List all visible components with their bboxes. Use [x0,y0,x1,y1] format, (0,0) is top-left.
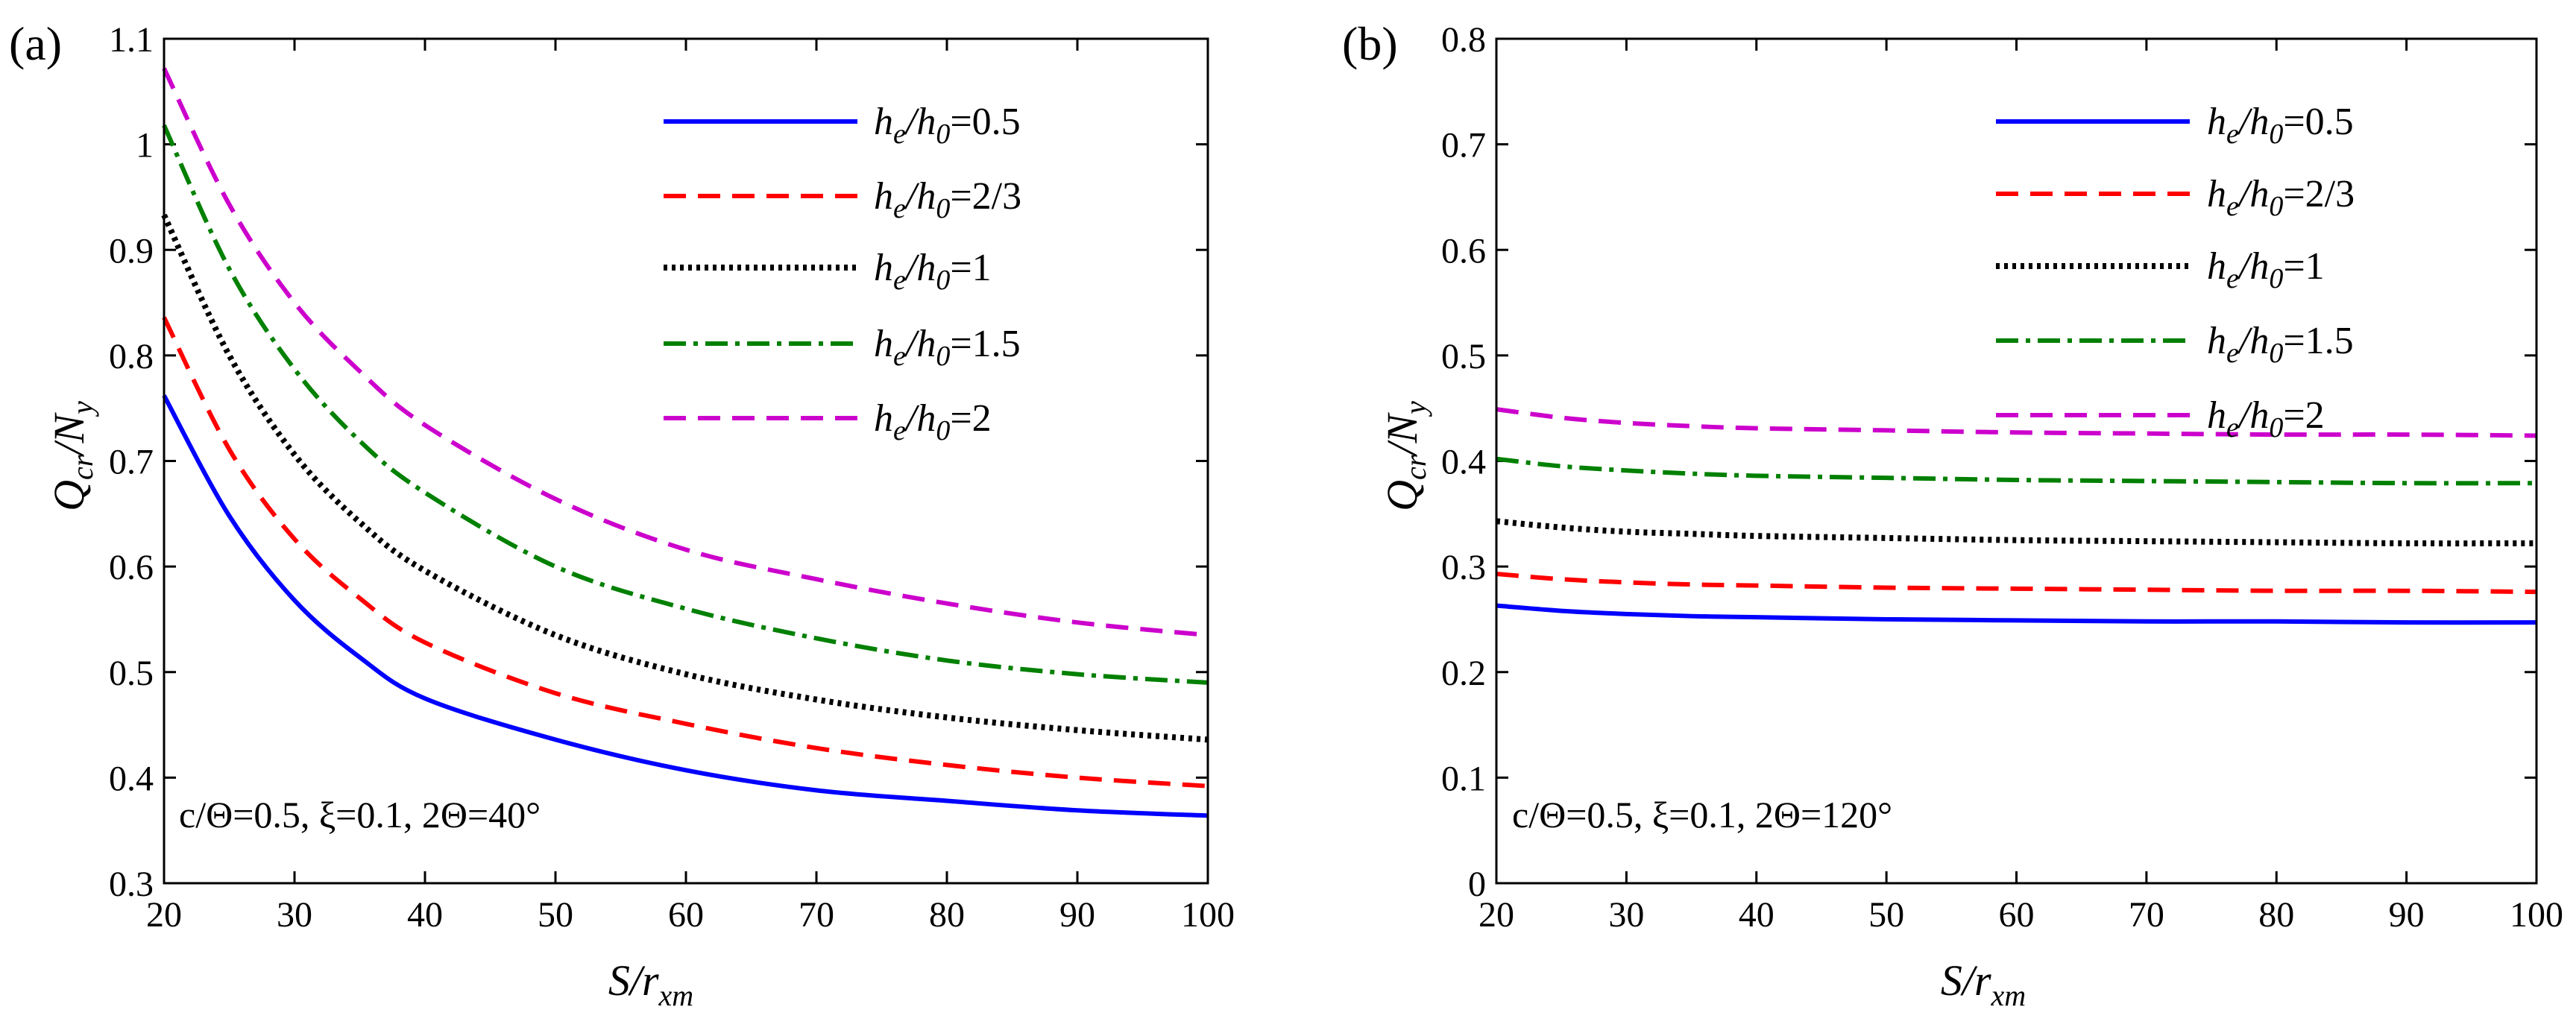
series-line [1496,603,2537,625]
y-tick-label: 0.6 [1441,231,1486,271]
annotation-a: c/Θ=0.5, ξ=0.1, 2Θ=40° [179,794,541,835]
x-tick-label: 20 [1478,895,1514,935]
y-tick-label: 0.6 [109,548,154,587]
panel-label-a: (a) [9,17,62,70]
y-tick-label: 0.5 [1441,337,1486,376]
series-line [162,394,1209,818]
series-line [1496,456,2537,486]
y-tick-label: 1.1 [109,20,154,60]
x-tick-label: 90 [2389,895,2425,935]
legend-entry: he/h0=1.5 [664,323,1021,372]
x-tick-label: 80 [2258,895,2294,935]
y-tick-label: 0.7 [1441,126,1486,165]
series-line [162,67,1209,638]
svg-text:he/h0=1: he/h0=1 [2207,245,2325,294]
y-tick-label: 0 [1468,865,1486,904]
x-tick-label: 40 [1739,895,1774,935]
svg-text:he/h0=1.5: he/h0=1.5 [2207,320,2354,369]
y-tick-label: 0.5 [109,654,154,693]
legend-entry: he/h0=1.5 [1996,320,2354,369]
annotation-b: c/Θ=0.5, ξ=0.1, 2Θ=120° [1512,794,1892,835]
series-group-b [1496,407,2537,625]
x-tick-label: 50 [538,895,573,935]
x-tick-label: 70 [799,895,834,935]
svg-text:he/h0=2/3: he/h0=2/3 [874,175,1021,224]
series-line [1496,407,2537,438]
y-tick-label: 0.3 [1441,548,1486,587]
legend-b: he/h0=0.5 he/h0=2/3 he/h0=1 he/h0=1.5 he… [1996,101,2355,443]
svg-text:he/h0=1.5: he/h0=1.5 [874,323,1021,372]
legend-entry: he/h0=0.5 [1996,101,2354,150]
y-tick-label: 0.8 [1441,20,1486,60]
x-tick-label: 60 [1999,895,2035,935]
legend-entry: he/h0=2/3 [1996,173,2355,222]
y-tick-label: 0.4 [1441,443,1486,482]
legend-entry: he/h0=2/3 [664,175,1021,224]
series-line [1496,518,2537,547]
plot-frame-b [1495,37,2538,885]
x-axis-label-a: S/rxm [608,956,693,1012]
x-tick-label: 40 [407,895,443,935]
y-tick-label: 0.2 [1441,654,1486,693]
chart-panel-a: (a) Qcr/Ny S/rxm 20 30 40 50 60 70 80 90 100 0.3 0… [9,17,1235,1012]
legend-entry: he/h0=2 [664,397,992,446]
y-tick-label: 0.1 [1441,759,1486,798]
svg-text:he/h0=2: he/h0=2 [2207,394,2325,443]
legend-entry: he/h0=1 [1996,245,2325,294]
x-axis-label-b: S/rxm [1941,956,2026,1012]
y-tick-label: 1 [136,126,154,165]
plot-frame-a [163,37,1209,885]
svg-text:he/h0=0.5: he/h0=0.5 [2207,101,2354,150]
svg-text:he/h0=2/3: he/h0=2/3 [2207,173,2355,222]
series-group-a [161,67,1209,818]
series-line [162,124,1209,685]
x-tick-label: 100 [2510,895,2563,935]
x-tick-label: 30 [1608,895,1644,935]
x-tick-label: 70 [2129,895,2164,935]
legend-entry: he/h0=1 [664,247,992,296]
x-tick-label: 90 [1059,895,1095,935]
svg-text:he/h0=2: he/h0=2 [874,397,992,446]
series-line [162,316,1209,789]
svg-text:he/h0=0.5: he/h0=0.5 [874,101,1021,150]
y-tick-label: 0.7 [109,443,154,482]
y-tick-label: 0.8 [109,337,154,376]
series-line [1496,572,2537,595]
x-tick-label: 60 [668,895,704,935]
svg-text:he/h0=1: he/h0=1 [874,247,992,296]
y-tick-label: 0.3 [109,865,154,904]
series-line [161,213,1209,743]
legend-entry: he/h0=2 [1996,394,2325,443]
axis-ticks-a: 20 30 40 50 60 70 80 90 100 0.3 0.4 0.5 0.6 0.7 0.8 0.9… [109,20,1235,935]
x-tick-label: 30 [277,895,312,935]
y-tick-label: 0.4 [109,759,154,798]
y-axis-label-b: Qcr/Ny [1378,401,1432,511]
y-tick-label: 0.9 [109,231,154,271]
legend-entry: he/h0=0.5 [664,101,1021,150]
x-tick-label: 20 [146,895,182,935]
y-axis-label-a: Qcr/Ny [45,401,99,511]
panel-label-b: (b) [1342,17,1398,70]
chart-panel-b: (b) Qcr/Ny S/rxm 20 30 40 50 60 70 80 90 100 0 0.1… [1342,17,2563,1012]
x-tick-label: 100 [1181,895,1235,935]
legend-a: he/h0=0.5 he/h0=2/3 he/h0=1 he/h0=1.5 he… [664,101,1021,446]
x-tick-label: 80 [929,895,965,935]
x-tick-label: 50 [1868,895,1904,935]
